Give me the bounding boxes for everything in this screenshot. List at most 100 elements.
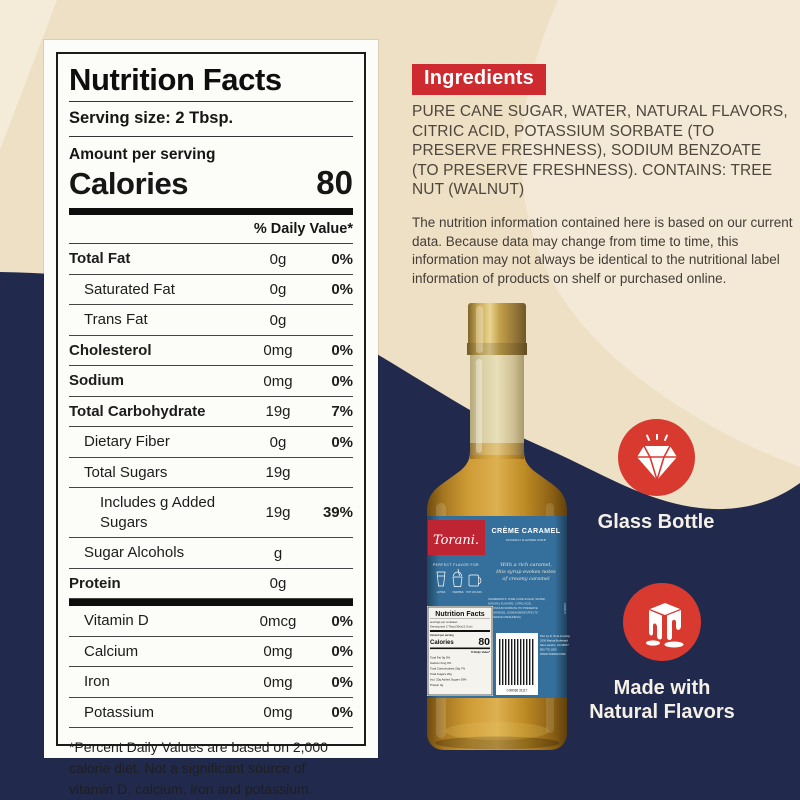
nutrient-name: Sugar Alcohols [84, 544, 185, 562]
nutrition-facts-border: Nutrition Facts Serving size: 2 Tbsp. Am… [56, 52, 366, 797]
vitamin-daily-value: 0% [331, 612, 353, 630]
nutrient-row: Total Sugars 19g [69, 458, 353, 489]
nutrient-amount: 0g [269, 250, 287, 268]
svg-text:Total Fat 0g 0%: Total Fat 0g 0% [430, 656, 451, 660]
nutrient-row: Sugar Alcohols g [69, 538, 353, 569]
bottle-vertical-code: L03021 5 [563, 603, 567, 614]
svg-text:With a rich caramel,: With a rich caramel, [500, 562, 552, 568]
bottle-brand-banner [428, 520, 485, 555]
ingredients-text: PURE CANE SUGAR, WATER, NATURAL FLAVORS,… [412, 103, 788, 198]
nutrient-row: Protein 0g [69, 569, 353, 600]
vitamin-rows: Vitamin D 0mcg 0% Calcium 0mg 0% Iron 0m… [69, 606, 353, 729]
vitamin-amount: 0mcg [259, 612, 297, 630]
sugar-cube-icon [646, 603, 684, 648]
glass-bottle-badge [618, 419, 695, 496]
svg-text:Nutrition Facts: Nutrition Facts [435, 611, 484, 618]
daily-value-header: % Daily Value* [69, 215, 353, 245]
nutrient-name: Total Carbohydrate [69, 402, 206, 420]
calories-value: 80 [316, 164, 353, 202]
frappe-label: FRAPPES [453, 591, 464, 594]
nutrient-amount: 0g [269, 575, 287, 593]
vitamin-daily-value: 0% [331, 643, 353, 661]
nutrient-daily-value: 39% [322, 504, 353, 522]
vitamin-row: Vitamin D 0mcg 0% [69, 606, 353, 637]
nutrient-daily-value: 0% [331, 281, 353, 299]
nutrient-row: Sodium 0mg 0% [69, 366, 353, 397]
nutrient-name: Cholesterol [69, 341, 152, 359]
amount-per-serving: Amount per serving [69, 146, 216, 164]
svg-text:this syrup evokes notes: this syrup evokes notes [496, 569, 556, 575]
hot-cocoa-icon [468, 574, 482, 587]
hot-cocoa-label: HOT COCOAS [466, 591, 482, 594]
calories-label: Calories [69, 166, 189, 202]
nutrient-name: Saturated Fat [84, 280, 175, 298]
bottle-mini-nutrition-label: Nutrition Facts servings per container S… [427, 606, 493, 696]
diamond-icon [636, 433, 677, 480]
vitamin-daily-value: 0% [331, 673, 353, 691]
natural-flavors-label: Made with Natural Flavors [589, 677, 735, 723]
bottle-cap [468, 303, 526, 355]
svg-text:INGREDIENTS: PURE CANE SUGAR,: INGREDIENTS: PURE CANE SUGAR, WATER, [488, 597, 546, 601]
bottle-neck [470, 355, 524, 455]
nutrient-row: Includes g Added Sugars 19g 39% [69, 488, 353, 539]
svg-text:Total Sugars 20g: Total Sugars 20g [430, 672, 452, 676]
nutrient-row: Cholesterol 0mg 0% [69, 336, 353, 367]
nutrient-name: Total Fat [69, 250, 131, 268]
vitamin-row: Calcium 0mg 0% [69, 637, 353, 668]
thick-divider [69, 208, 353, 216]
bottle-brand: Torani. [433, 533, 479, 548]
nutrient-name: Trans Fat [84, 311, 148, 329]
svg-text:800.775.1925: 800.775.1925 [540, 648, 557, 652]
nutrient-daily-value: 0% [331, 250, 353, 268]
svg-text:% Daily Value*: % Daily Value* [471, 650, 491, 654]
nutrient-amount: 19g [265, 464, 291, 482]
bottle-distributor-fineprint: Dist. by R. Torre & Company 2000 Marina … [540, 634, 575, 656]
nutrient-amount: g [273, 544, 283, 562]
svg-text:80: 80 [478, 636, 490, 648]
svg-text:of creamy caramel: of creamy caramel [502, 576, 550, 582]
divider [69, 136, 353, 138]
nutrition-facts-panel: Nutrition Facts Serving size: 2 Tbsp. Am… [44, 40, 378, 797]
divider [69, 101, 353, 103]
nutrient-name: Protein [69, 574, 121, 592]
nutrient-amount: 19g [265, 504, 291, 522]
latte-icon [436, 571, 446, 587]
svg-text:San Leandro, CA 94577: San Leandro, CA 94577 [540, 643, 569, 647]
vitamin-name: Vitamin D [84, 612, 149, 630]
nutrient-name: Sodium [69, 372, 124, 390]
nutrient-amount: 0g [269, 433, 287, 451]
svg-text:PRESERVE FRESHNESS).: PRESERVE FRESHNESS). [488, 615, 522, 619]
svg-text:Protein 0g: Protein 0g [430, 683, 444, 687]
nutrient-daily-value: 7% [331, 403, 353, 421]
nutrient-row: Trans Fat 0g [69, 305, 353, 336]
vitamin-amount: 0mg [263, 643, 293, 661]
vitamin-row: Potassium 0mg 0% [69, 698, 353, 729]
nutrient-daily-value: 0% [331, 433, 353, 451]
serving-size: Serving size: 2 Tbsp. [69, 109, 234, 128]
svg-text:Calories: Calories [430, 640, 454, 646]
daily-value-footnote: *Percent Daily Values are based on 2,000… [69, 739, 328, 797]
nutrient-amount: 0mg [263, 372, 293, 390]
svg-text:NATURAL FLAVORS, CITRIC ACID,: NATURAL FLAVORS, CITRIC ACID, [488, 602, 532, 606]
bottle-illustration: Torani. CRÈME CARAMEL NATURALLY FLAVORED… [427, 303, 575, 750]
nutrient-row: Total Carbohydrate 19g 7% [69, 397, 353, 428]
bottle-flavor-name: CRÈME CARAMEL [491, 526, 560, 535]
vitamin-amount: 0mg [263, 673, 293, 691]
nutrient-rows: Total Fat 0g 0% Saturated Fat 0g 0% Tran… [69, 244, 353, 600]
svg-text:Incl. 20g Added Sugars 39%: Incl. 20g Added Sugars 39% [430, 678, 467, 682]
bottle-tasting-note: With a rich caramel, this syrup evokes n… [496, 562, 556, 582]
natural-flavors-badge [623, 583, 701, 661]
vitamin-name: Iron [84, 673, 110, 691]
svg-text:Dist. by R. Torre & Company: Dist. by R. Torre & Company [540, 634, 570, 638]
glass-bottle-label: Glass Bottle [597, 511, 715, 533]
product-bottle: Torani. CRÈME CARAMEL NATURALLY FLAVORED… [424, 303, 575, 750]
vitamin-name: Potassium [84, 703, 155, 721]
nutrition-facts-title: Nutrition Facts [69, 62, 282, 97]
svg-text:POTASSIUM SORBATE (TO PRESERVE: POTASSIUM SORBATE (TO PRESERVE [488, 606, 538, 610]
nutrient-amount: 0g [269, 281, 287, 299]
nutrient-amount: 0mg [263, 342, 293, 360]
svg-text:FRESHNESS), SODIUM BENZOATE (T: FRESHNESS), SODIUM BENZOATE (TO [488, 611, 538, 615]
svg-text:WWW.TORANI.COM: WWW.TORANI.COM [540, 652, 566, 656]
nutrient-daily-value: 0% [331, 342, 353, 360]
